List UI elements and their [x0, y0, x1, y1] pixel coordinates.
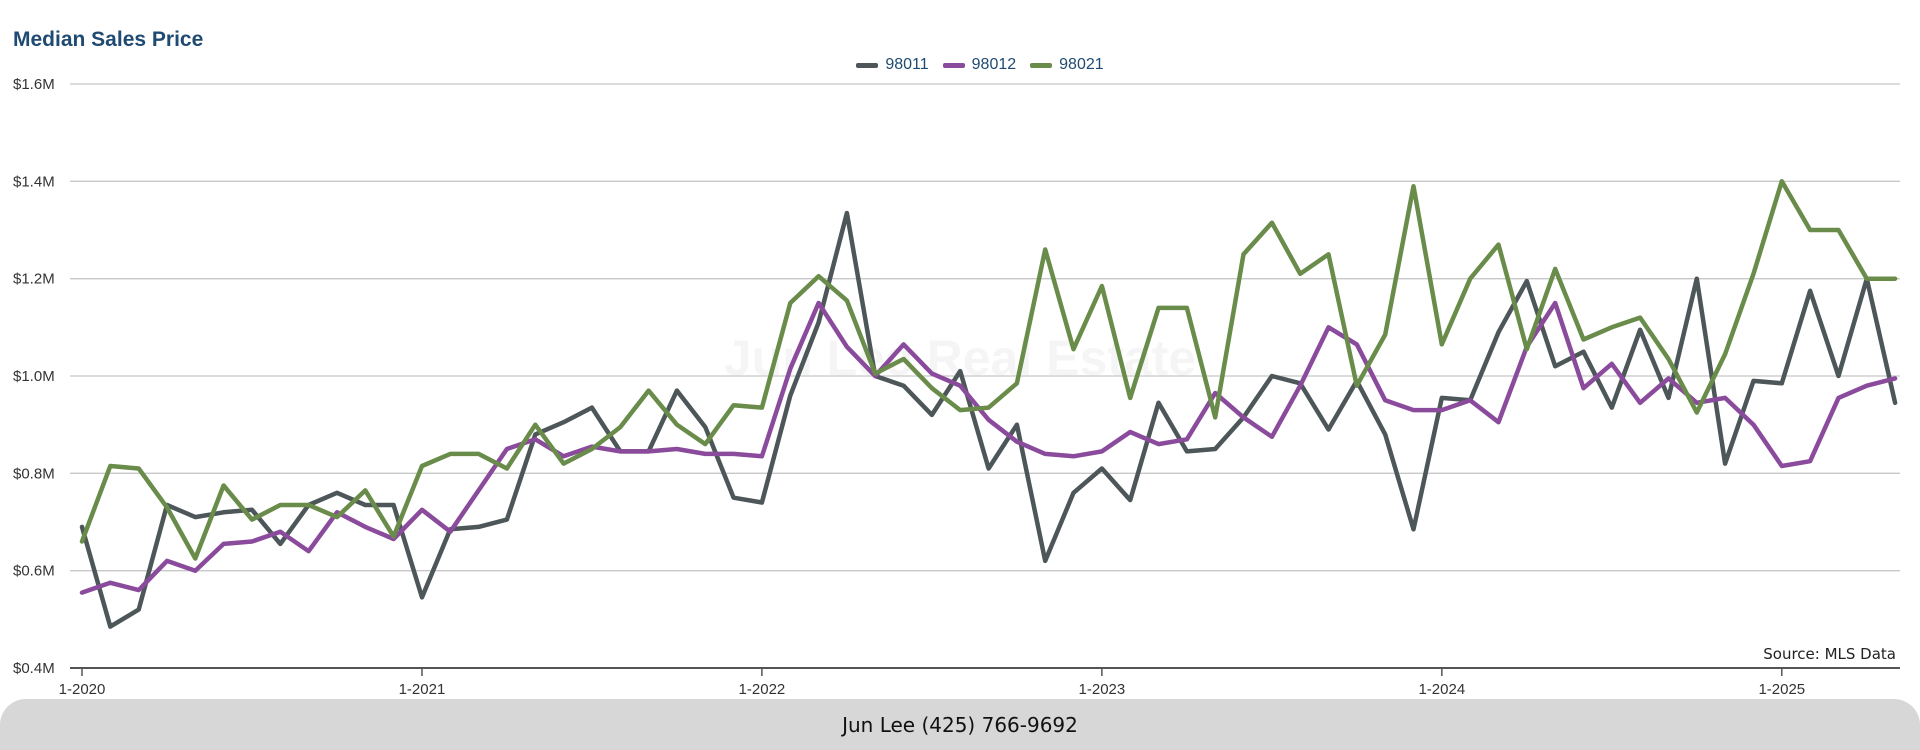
- chart-plot: Jun Lee Real Estate $0.4M$0.6M$0.8M$1.0M…: [13, 76, 1900, 698]
- chart-legend: 98011 98012 98021: [0, 56, 1920, 74]
- legend-swatch-98021: [1030, 62, 1053, 68]
- x-tick-label: 1-2022: [739, 681, 786, 698]
- y-tick-label: $1.4M: [13, 173, 55, 190]
- series-line-98011[interactable]: [79, 210, 1898, 629]
- y-tick-label: $0.8M: [13, 465, 55, 482]
- series-line-98021[interactable]: [79, 179, 1898, 561]
- x-tick-label: 1-2023: [1079, 681, 1126, 698]
- legend-item-98021[interactable]: 98021: [1030, 56, 1104, 74]
- contact-text: Jun Lee (425) 766-9692: [842, 712, 1078, 737]
- legend-swatch-98012: [942, 62, 965, 68]
- footer-bar: Jun Lee (425) 766-9692: [0, 699, 1920, 750]
- y-tick-label: $0.4M: [13, 660, 55, 677]
- legend-swatch-98011: [856, 62, 879, 68]
- legend-label-98021: 98021: [1059, 56, 1104, 73]
- x-tick-label: 1-2024: [1418, 681, 1465, 698]
- legend-label-98012: 98012: [971, 56, 1017, 73]
- source-note: Source: MLS Data: [1763, 645, 1896, 663]
- y-tick-label: $1.2M: [13, 271, 55, 288]
- series-line-98012[interactable]: [79, 300, 1898, 595]
- legend-item-98012[interactable]: 98012: [942, 56, 1017, 74]
- y-tick-label: $0.6M: [13, 563, 55, 580]
- y-tick-label: $1.0M: [13, 368, 55, 385]
- x-tick-label: 1-2020: [59, 681, 106, 698]
- chart-title: Median Sales Price: [13, 28, 204, 51]
- y-tick-label: $1.6M: [13, 76, 55, 93]
- x-tick-label: 1-2025: [1758, 681, 1805, 698]
- x-tick-label: 1-2021: [399, 681, 446, 698]
- legend-item-98011[interactable]: 98011: [856, 56, 929, 74]
- legend-label-98011: 98011: [885, 56, 929, 73]
